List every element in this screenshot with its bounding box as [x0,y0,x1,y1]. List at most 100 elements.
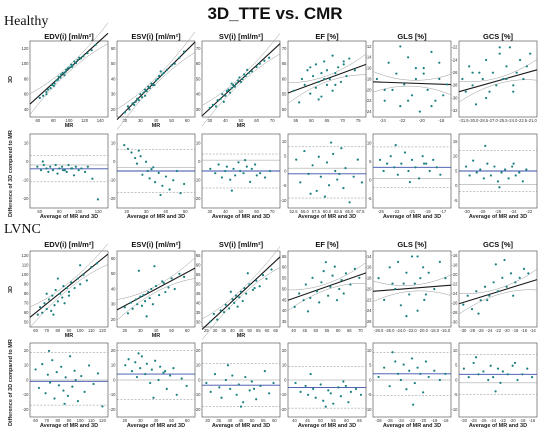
y-tick-label: 10 [111,141,116,146]
data-point [57,75,60,78]
y-tick-label: 40 [196,92,201,97]
data-point [243,286,246,290]
data-point [229,387,232,390]
data-point [333,265,336,268]
data-point [413,381,416,385]
panel-title: GLS [%] [397,32,427,41]
x-tick-label: 60 [254,118,259,123]
regression-line [372,81,452,86]
data-point [47,349,51,353]
x-tick-label: 60 [185,118,190,123]
y-tick-label: 65 [282,254,287,259]
data-point [65,286,68,290]
ci-lower-line [287,283,367,311]
data-point [159,70,162,73]
y-tick-label: 10 [24,141,29,146]
x-tick-label: 30 [138,328,143,333]
data-point [220,396,223,399]
x-tick-label: 100 [75,209,83,214]
y-tick-label: -16 [365,265,372,270]
data-point [513,361,517,365]
data-point [356,158,359,161]
data-point [139,367,142,370]
data-point [405,388,408,391]
data-point [320,95,323,98]
ci-lower-line [372,290,452,302]
y-tick-label: -10 [280,392,287,397]
data-point [249,180,252,183]
x-tick-label: -30 [461,418,468,423]
data-point [334,169,337,173]
data-point [408,369,411,372]
x-tick-label: 20 [122,328,127,333]
x-axis-label: MR [64,123,74,129]
data-point [62,285,65,288]
y-tick-label: -5 [454,198,458,203]
x-tick-label: 120 [81,118,89,123]
data-point [483,285,487,288]
data-point [421,155,424,158]
x-tick-label: 60 [254,209,259,214]
data-point [395,72,398,75]
y-tick-label: -20 [22,407,29,412]
data-point [265,277,268,280]
data-point [518,276,521,279]
x-tick-label: -20 [504,328,511,333]
data-point [225,90,229,93]
data-point [492,281,495,284]
data-point [503,258,506,262]
x-tick-label: 20 [122,118,127,123]
data-point [139,93,142,96]
data-point [61,169,65,172]
panel-title: EF [%] [315,240,339,249]
panel-title: SV(i) [ml/m²] [218,32,264,41]
data-point [146,169,149,173]
data-point [303,83,306,86]
x-tick-label: -28.0 [374,328,384,333]
data-point [506,373,509,376]
x-tick-label: 60 [336,328,341,333]
x-tick-label: 50 [169,418,174,423]
data-point [416,366,419,369]
y-tick-label: 40 [282,308,287,313]
data-point [410,158,414,161]
data-point [230,189,233,192]
y-tick-label: -10 [22,178,29,183]
data-point [221,93,224,96]
data-point [51,169,55,172]
data-point [82,273,85,276]
data-point [159,365,162,368]
data-point [424,360,428,363]
x-tick-label: 70 [340,118,345,123]
y-tick-label: 50 [282,286,287,291]
data-point [252,387,256,390]
y-tick-label: 0 [113,377,116,382]
data-point [250,70,254,73]
data-point [164,175,168,178]
data-point [342,186,345,190]
data-point [491,71,495,74]
x-tick-label: -28 [469,328,476,333]
y-tick-label: -10 [365,407,372,412]
data-point [67,290,71,293]
data-point [71,167,74,170]
y-tick-label: 30 [196,320,201,325]
data-point [56,172,59,175]
y-tick-label: 20 [111,107,116,112]
data-point [413,282,416,285]
x-tick-label: 30 [207,118,212,123]
x-tick-label: 70 [44,418,49,423]
data-point [338,172,341,175]
data-point [334,72,337,75]
data-point [49,165,52,168]
data-point [295,158,298,161]
data-point [353,267,356,270]
x-axis-label: Average of MR and 3D [211,214,271,220]
data-point [334,83,337,86]
data-point [324,261,327,264]
y-tick-label: -5 [368,392,372,397]
data-point [92,382,95,386]
data-point [79,57,83,60]
data-point [237,161,240,164]
data-point [139,295,142,298]
